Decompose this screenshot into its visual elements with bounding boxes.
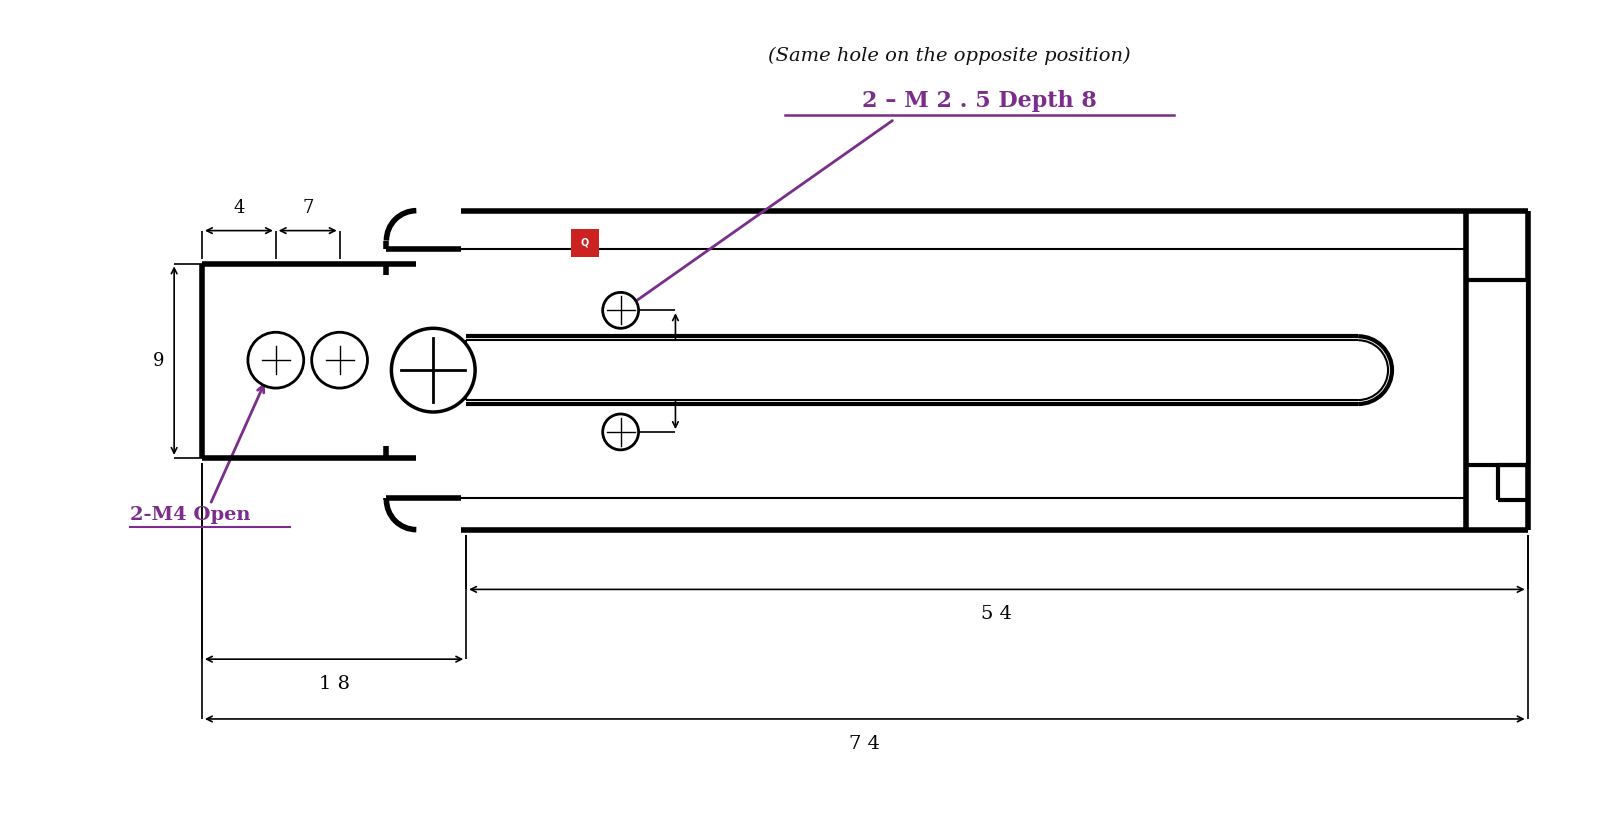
Bar	[1466, 281, 1527, 465]
Text: 9: 9	[153, 351, 165, 370]
Bar	[462, 211, 1527, 529]
Bar	[202, 263, 386, 458]
Text: (Same hole on the opposite position): (Same hole on the opposite position)	[768, 47, 1131, 65]
Text: 2 – M 2 . 5 Depth 8: 2 – M 2 . 5 Depth 8	[862, 90, 1098, 112]
Circle shape	[602, 414, 639, 450]
Bar	[386, 211, 462, 529]
Text: 2-M4 Open: 2-M4 Open	[131, 505, 250, 523]
Circle shape	[602, 292, 639, 328]
Circle shape	[249, 332, 303, 388]
Text: Q: Q	[581, 238, 589, 248]
Circle shape	[392, 328, 475, 412]
Text: 7: 7	[302, 198, 313, 216]
Circle shape	[312, 332, 368, 388]
Text: 5 4: 5 4	[981, 606, 1012, 623]
Text: 1 7: 1 7	[683, 357, 702, 385]
Text: 1 8: 1 8	[318, 675, 350, 693]
Bar	[466, 340, 1357, 400]
Text: 4: 4	[234, 198, 245, 216]
Bar	[571, 229, 599, 257]
Text: 7 4: 7 4	[849, 735, 880, 753]
